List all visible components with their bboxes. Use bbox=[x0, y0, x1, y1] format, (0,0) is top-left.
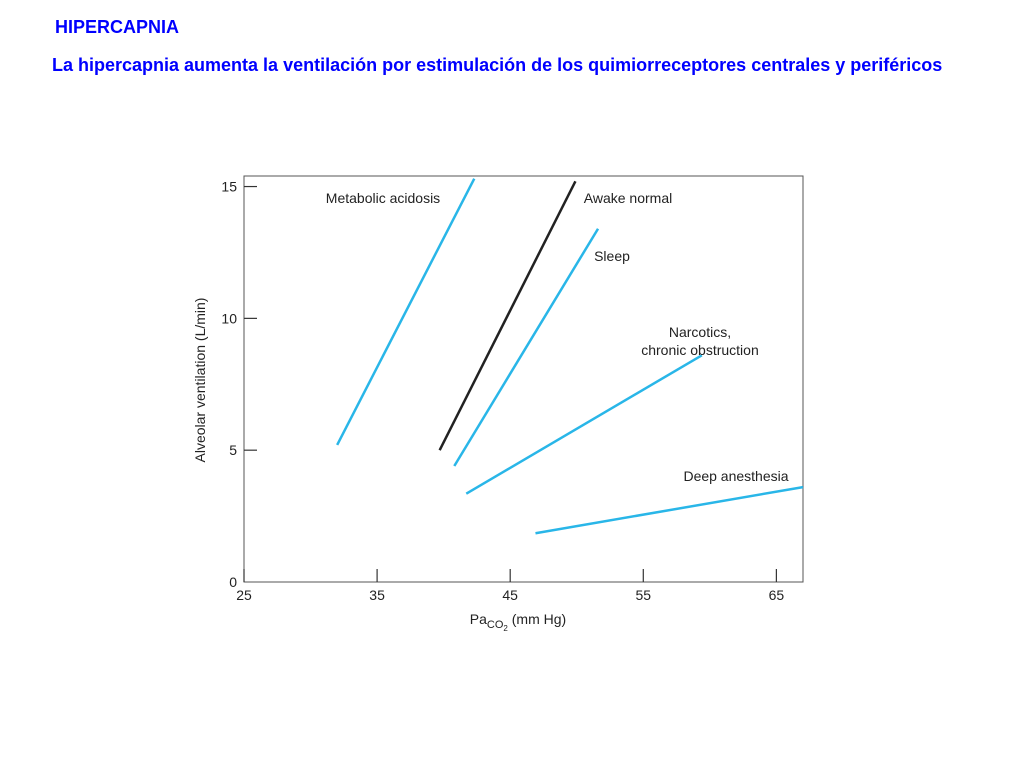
x-tick-label: 55 bbox=[635, 587, 651, 603]
x-tick-label: 35 bbox=[369, 587, 385, 603]
series-line-metabolic-acidosis bbox=[336, 178, 476, 446]
series-label-awake-normal: Awake normal bbox=[584, 190, 672, 206]
series-label-deep-anesthesia: Deep anesthesia bbox=[683, 468, 788, 484]
series-line-sleep bbox=[453, 228, 600, 467]
series-lines bbox=[336, 178, 804, 535]
series-line-narcotics-chronic-obstruction bbox=[465, 354, 703, 495]
series-labels: Metabolic acidosis Awake normal Sleep Narco… bbox=[326, 190, 789, 484]
x-tick-label: 45 bbox=[502, 587, 518, 603]
y-tick-label: 0 bbox=[229, 574, 237, 590]
y-tick-label: 15 bbox=[221, 179, 237, 195]
x-axis-title: PaCO2 (mm Hg) bbox=[470, 611, 566, 633]
slide-subtitle: La hipercapnia aumenta la ventilación po… bbox=[52, 55, 943, 75]
y-axis: 0 5 10 15 bbox=[221, 179, 257, 590]
x-axis: 25 35 45 55 65 bbox=[236, 569, 784, 603]
plot-area-frame bbox=[243, 175, 804, 583]
series-label-metabolic-acidosis: Metabolic acidosis bbox=[326, 190, 440, 206]
series-label-sleep: Sleep bbox=[594, 248, 630, 264]
y-tick-label: 5 bbox=[229, 442, 237, 458]
y-tick-label: 10 bbox=[221, 310, 237, 326]
y-axis-title: Alveolar ventilation (L/min) bbox=[192, 298, 208, 463]
x-tick-label: 65 bbox=[769, 587, 785, 603]
slide-title: HIPERCAPNIA bbox=[55, 17, 180, 37]
series-line-awake-normal bbox=[438, 180, 577, 451]
series-label-narcotics-chronic-obstruction: Narcotics, chronic obstruction bbox=[641, 324, 759, 358]
x-tick-label: 25 bbox=[236, 587, 252, 603]
series-line-deep-anesthesia bbox=[535, 485, 804, 535]
